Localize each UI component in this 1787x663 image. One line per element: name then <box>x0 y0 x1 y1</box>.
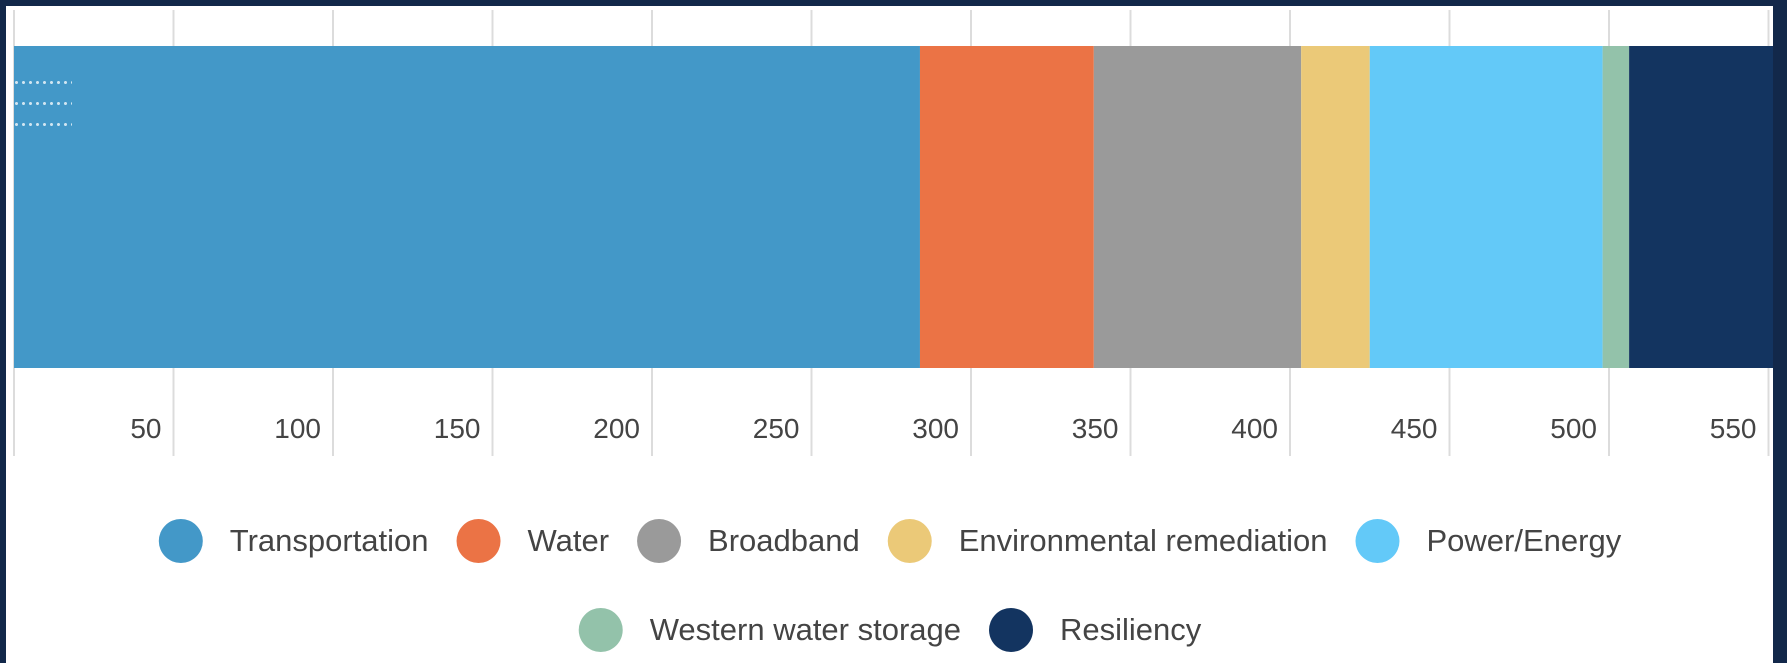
bar-segment-power-energy[interactable] <box>1369 46 1603 368</box>
legend-swatch <box>637 519 682 563</box>
x-tick-label: 450 <box>1391 413 1438 444</box>
legend-swatch <box>1355 519 1400 563</box>
bar-segment-transportation[interactable] <box>14 46 920 368</box>
legend-label: Resiliency <box>1060 612 1202 647</box>
legend-item-broadband[interactable]: Broadband <box>637 519 860 563</box>
x-tick-label: 100 <box>274 413 321 444</box>
x-tick-label: 350 <box>1072 413 1119 444</box>
x-tick-label: 500 <box>1550 413 1597 444</box>
legend-item-transportation[interactable]: Transportation <box>158 519 429 563</box>
legend-swatch <box>158 519 203 563</box>
legend: Transportation Water Broadband Environmenta… <box>158 519 1622 652</box>
legend-item-water[interactable]: Water <box>456 519 610 563</box>
x-axis-ticks: 50 100 150 200 250 300 350 400 450 500 550 <box>130 413 1756 444</box>
legend-label: Broadband <box>708 523 860 558</box>
legend-item-environmental-remediation[interactable]: Environmental remediation <box>887 519 1328 563</box>
legend-label: Transportation <box>230 523 429 558</box>
chart-svg: 50 100 150 200 250 300 350 400 450 500 550 Transpo… <box>13 10 1773 652</box>
legend-item-power-energy[interactable]: Power/Energy <box>1355 519 1622 563</box>
legend-swatch <box>989 608 1034 652</box>
decorative-dot-pattern <box>6 72 72 142</box>
legend-label: Environmental remediation <box>959 523 1328 558</box>
legend-label: Water <box>528 523 610 558</box>
x-tick-label: 200 <box>593 413 640 444</box>
x-tick-label: 550 <box>1710 413 1757 444</box>
legend-label: Power/Energy <box>1426 523 1621 558</box>
bar-segment-resiliency[interactable] <box>1629 46 1773 368</box>
x-tick-label: 50 <box>130 413 161 444</box>
bar-segment-water[interactable] <box>919 46 1094 368</box>
x-tick-label: 250 <box>753 413 800 444</box>
background-strip <box>1773 0 1787 663</box>
bar-segment-environmental-remediation[interactable] <box>1301 46 1370 368</box>
legend-label: Western water storage <box>650 612 961 647</box>
x-tick-label: 300 <box>912 413 959 444</box>
chart-card: 50 100 150 200 250 300 350 400 450 500 550 Transpo… <box>6 6 1773 663</box>
legend-swatch <box>456 519 501 563</box>
x-tick-label: 150 <box>434 413 481 444</box>
stacked-bar <box>14 46 1773 368</box>
x-tick-label: 400 <box>1231 413 1278 444</box>
legend-swatch <box>578 608 623 652</box>
legend-swatch <box>887 519 932 563</box>
bar-segment-western-water-storage[interactable] <box>1602 46 1630 368</box>
bar-segment-broadband[interactable] <box>1093 46 1302 368</box>
legend-item-western-water-storage[interactable]: Western water storage <box>578 608 961 652</box>
legend-item-resiliency[interactable]: Resiliency <box>989 608 1202 652</box>
